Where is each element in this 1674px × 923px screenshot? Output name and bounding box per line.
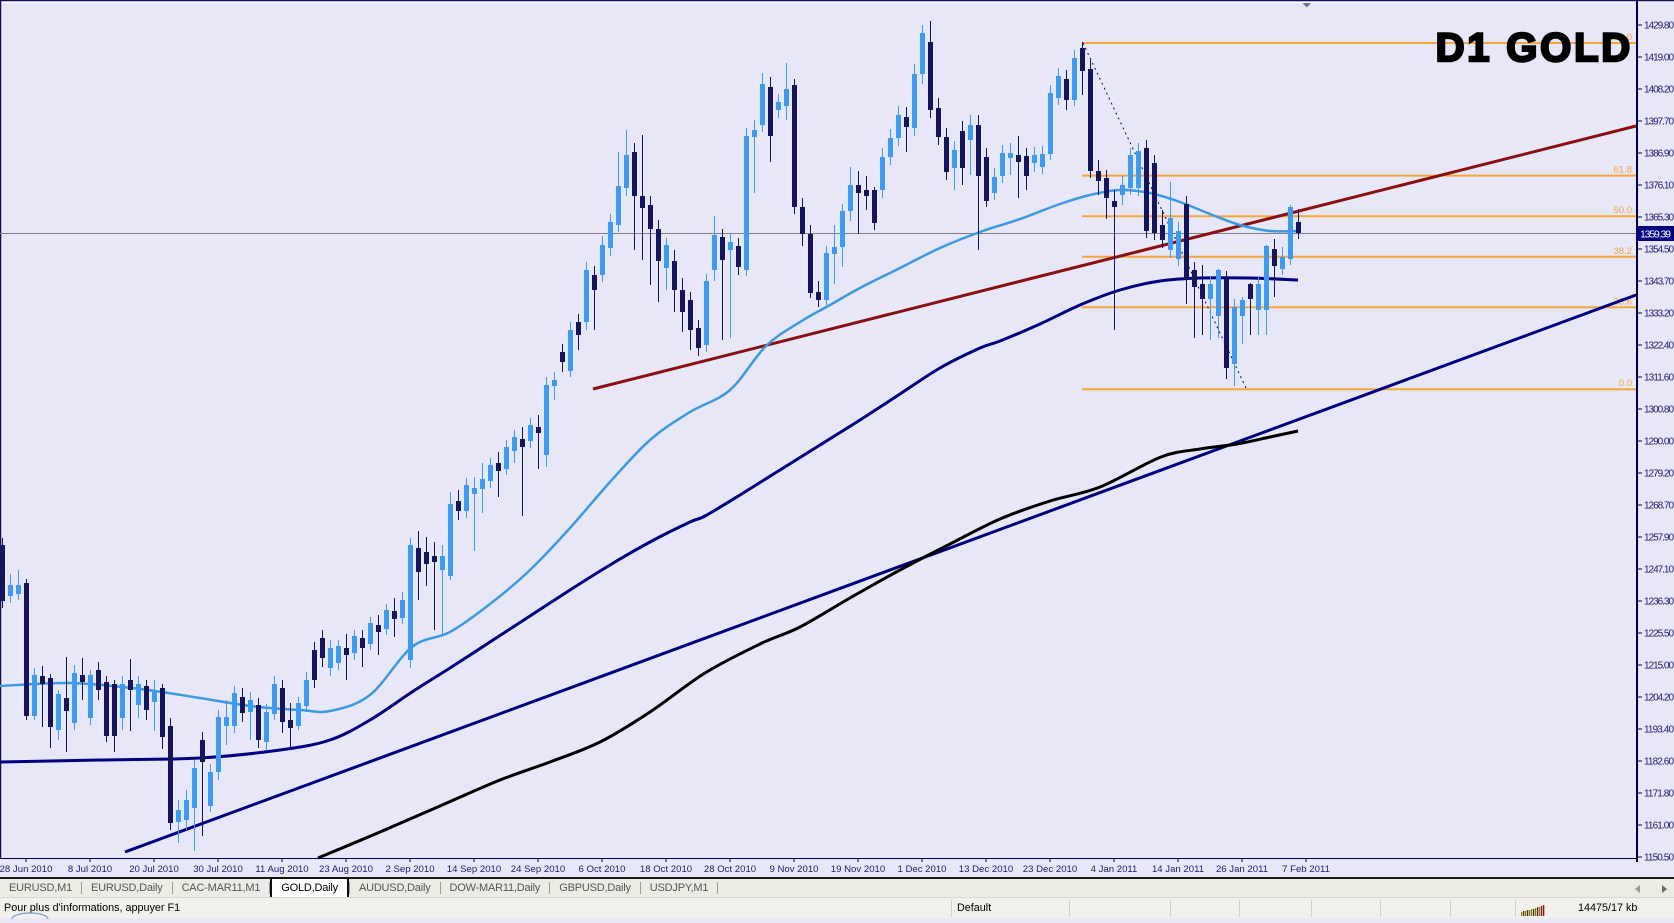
svg-text:1322.40: 1322.40	[1644, 341, 1674, 352]
svg-text:1386.90: 1386.90	[1644, 149, 1674, 160]
svg-text:1365.30: 1365.30	[1644, 213, 1674, 224]
svg-text:1236.30: 1236.30	[1644, 597, 1674, 608]
svg-text:1279.20: 1279.20	[1644, 469, 1674, 480]
svg-text:1376.10: 1376.10	[1644, 181, 1674, 192]
svg-text:1257.90: 1257.90	[1644, 533, 1674, 544]
svg-text:1225.50: 1225.50	[1644, 629, 1674, 640]
svg-text:61.8: 61.8	[1614, 165, 1633, 176]
svg-text:1419.00: 1419.00	[1644, 53, 1674, 64]
svg-text:1408.20: 1408.20	[1644, 85, 1674, 96]
svg-text:18 Oct 2010: 18 Oct 2010	[640, 864, 692, 875]
svg-text:13 Dec 2010: 13 Dec 2010	[959, 864, 1013, 875]
svg-text:1268.70: 1268.70	[1644, 501, 1674, 512]
svg-text:23 Aug 2010: 23 Aug 2010	[319, 864, 373, 875]
svg-text:14 Jan 2011: 14 Jan 2011	[1152, 864, 1204, 875]
svg-text:0.0: 0.0	[1619, 378, 1632, 389]
svg-text:1204.20: 1204.20	[1644, 693, 1674, 704]
svg-text:1333.20: 1333.20	[1644, 309, 1674, 320]
svg-text:30 Jul 2010: 30 Jul 2010	[193, 864, 243, 875]
svg-text:1397.70: 1397.70	[1644, 117, 1674, 128]
svg-text:1150.50: 1150.50	[1644, 853, 1674, 864]
svg-text:8 Jul 2010: 8 Jul 2010	[68, 864, 112, 875]
svg-text:1182.60: 1182.60	[1644, 757, 1674, 768]
svg-text:28 Jun 2010: 28 Jun 2010	[0, 864, 52, 875]
svg-text:D1 GOLD: D1 GOLD	[1436, 26, 1633, 70]
svg-text:28 Oct 2010: 28 Oct 2010	[704, 864, 756, 875]
svg-text:23 Dec 2010: 23 Dec 2010	[1023, 864, 1077, 875]
svg-text:1247.10: 1247.10	[1644, 565, 1674, 576]
svg-text:1171.80: 1171.80	[1644, 789, 1674, 800]
svg-text:1300.80: 1300.80	[1644, 405, 1674, 416]
svg-text:50.0: 50.0	[1614, 205, 1633, 216]
svg-text:100.0: 100.0	[1608, 32, 1632, 43]
svg-text:2 Sep 2010: 2 Sep 2010	[385, 864, 434, 875]
svg-text:1193.40: 1193.40	[1644, 725, 1674, 736]
svg-text:26 Jan 2011: 26 Jan 2011	[1216, 864, 1268, 875]
svg-text:23.6: 23.6	[1614, 296, 1633, 307]
svg-text:1343.70: 1343.70	[1644, 277, 1674, 288]
svg-text:6 Oct 2010: 6 Oct 2010	[579, 864, 626, 875]
svg-text:1429.80: 1429.80	[1644, 21, 1674, 32]
svg-text:1354.50: 1354.50	[1644, 245, 1674, 256]
svg-text:1215.00: 1215.00	[1644, 661, 1674, 672]
svg-text:19 Nov 2010: 19 Nov 2010	[831, 864, 885, 875]
svg-text:24 Sep 2010: 24 Sep 2010	[511, 864, 565, 875]
svg-text:7 Feb 2011: 7 Feb 2011	[1282, 864, 1330, 875]
svg-text:11 Aug 2010: 11 Aug 2010	[255, 864, 308, 875]
svg-text:38.2: 38.2	[1614, 246, 1633, 257]
svg-text:1 Dec 2010: 1 Dec 2010	[897, 864, 946, 875]
svg-text:9 Nov 2010: 9 Nov 2010	[769, 864, 818, 875]
svg-text:1161.00: 1161.00	[1644, 821, 1674, 832]
svg-text:14 Sep 2010: 14 Sep 2010	[447, 864, 501, 875]
svg-text:20 Jul 2010: 20 Jul 2010	[129, 864, 179, 875]
svg-text:1311.60: 1311.60	[1644, 373, 1674, 384]
svg-text:4 Jan 2011: 4 Jan 2011	[1091, 864, 1138, 875]
svg-text:1290.00: 1290.00	[1644, 437, 1674, 448]
svg-text:1359.39: 1359.39	[1640, 229, 1671, 241]
